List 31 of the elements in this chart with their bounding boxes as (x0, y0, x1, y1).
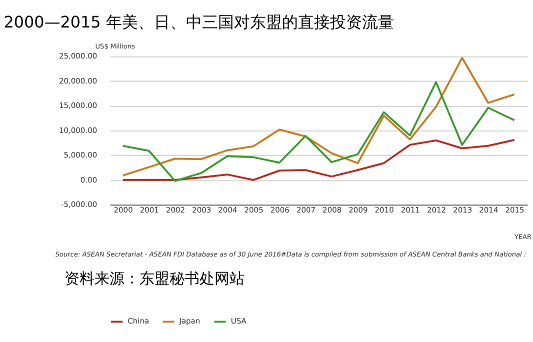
x-tick-label: 2006 (270, 206, 290, 215)
legend-label: China (128, 316, 150, 326)
x-tick-label: 2011 (400, 206, 420, 215)
y-tick-label: 10,000.00 (58, 126, 98, 135)
legend-label: Japan (178, 316, 200, 326)
legend-label: USA (230, 316, 248, 326)
x-tick-label: 2001 (140, 206, 160, 215)
y-tick-label: 20,000.00 (58, 76, 98, 86)
x-tick-label: 2004 (218, 206, 238, 215)
x-tick-label: 2007 (296, 206, 316, 215)
x-tick-label: 2009 (348, 206, 368, 215)
line-series (122, 138, 516, 181)
line-series (122, 81, 516, 182)
y-tick-label: 25,000.00 (58, 52, 98, 61)
line-series (122, 56, 516, 176)
text: 资料来源：东盟秘书处网站 (64, 269, 245, 288)
x-tick-label: 2014 (479, 206, 498, 215)
x-tick-label: 2012 (426, 206, 446, 215)
y-tick-label: 5,000.00 (64, 150, 98, 160)
y-tick-label: -5,000.00 (61, 200, 98, 210)
chart-title: 2000—2015 年美、日、中三国对东盟的直接投资流量 (4, 12, 394, 32)
x-tick-label: 2010 (374, 206, 394, 215)
x-tick-label: 2015 (505, 206, 525, 215)
x-tick-label: 2005 (244, 206, 264, 215)
x-tick-label: 2000 (114, 206, 134, 215)
y-tick-label: 15,000.00 (58, 101, 98, 110)
x-tick-label: 2008 (322, 206, 342, 215)
x-tick-label: 2013 (453, 206, 472, 215)
y-tick-label: 0.00 (80, 175, 98, 184)
x-tick-label: 2002 (166, 206, 186, 215)
x-tick-label: 2003 (192, 206, 212, 215)
